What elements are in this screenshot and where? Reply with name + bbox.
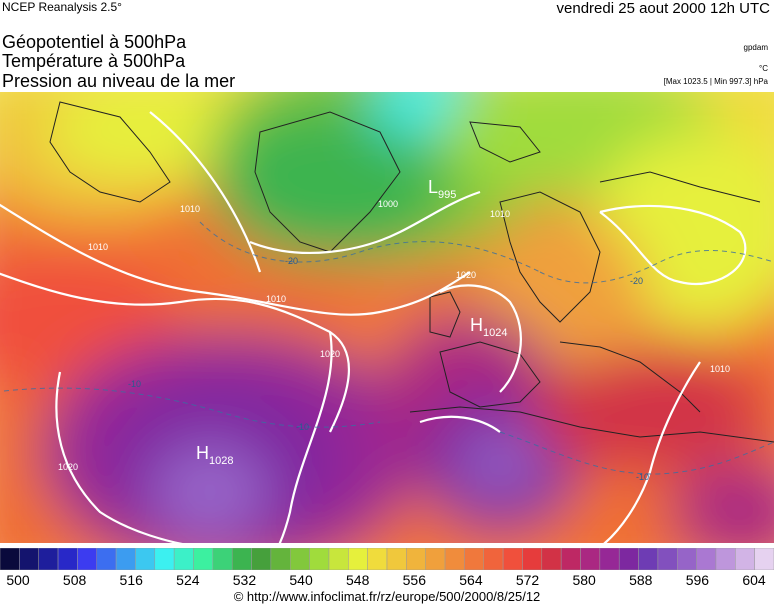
footer-source-url: © http://www.infoclimat.fr/rz/europe/500…	[233, 589, 541, 604]
colorbar-swatch	[657, 547, 678, 571]
colorbar-swatch	[38, 547, 59, 571]
high-pressure-center-europe: H1024	[470, 315, 507, 339]
low-pressure-center: L995	[428, 177, 456, 201]
colorbar-tick-label: 516	[119, 572, 143, 588]
isotherm-labels: -20 -20 -10 -10 -10	[128, 256, 649, 482]
colorbar-swatch	[696, 547, 717, 571]
colorbar-swatch	[502, 547, 523, 571]
colorbar-swatch	[599, 547, 620, 571]
colorbar-swatch	[715, 547, 736, 571]
isotherms	[0, 221, 774, 475]
coastlines	[49, 101, 774, 443]
title-temperature: Température à 500hPa	[2, 51, 186, 71]
colorbar-tick-label: 548	[346, 572, 370, 588]
colorbar-swatch	[677, 547, 697, 571]
colorbar-swatch	[580, 547, 601, 571]
source-label: NCEP Reanalysis 2.5°	[2, 0, 122, 14]
colorbar-swatch	[212, 547, 233, 571]
isobar-labels: 1000 1010 1010 1010 1010 1020 1020 1020 …	[58, 199, 730, 472]
colorbar-swatch	[483, 547, 504, 571]
geopotential-field	[0, 92, 774, 543]
colorbar-swatch	[560, 547, 581, 571]
colorbar-tick-label: 572	[515, 572, 540, 588]
colorbar-swatch	[754, 547, 774, 571]
colorbar-swatch	[638, 547, 659, 571]
map-canvas: L995 H1024 H1028 1000 1010 1010 1010 101…	[0, 92, 774, 543]
isobar-label: 1010	[88, 242, 108, 252]
colorbar-swatch	[444, 547, 465, 571]
colorbar-swatch	[173, 547, 194, 571]
colorbar-swatch	[386, 547, 407, 571]
colorbar-ticks: 500 508 516 524 532 540 548 556 564 572 580 588 596 6…	[0, 572, 774, 588]
weather-map[interactable]: L995 H1024 H1028 1000 1010 1010 1010 101…	[0, 92, 774, 543]
colorbar	[0, 547, 774, 571]
colorbar-swatch	[0, 547, 20, 571]
unit-pressure-range: [Max 1023.5 | Min 997.3] hPa	[663, 77, 768, 86]
isotherm-label: -10	[128, 379, 141, 389]
pressure-center-markers: L995 H1024 H1028	[196, 177, 507, 467]
colorbar-swatch	[135, 547, 156, 571]
colorbar-swatch	[270, 547, 291, 571]
isobar-label: 1010	[266, 294, 286, 304]
colorbar-swatch	[96, 547, 117, 571]
colorbar-tick-label: 524	[176, 572, 200, 588]
colorbar-swatch	[309, 547, 330, 571]
isotherm-label: -20	[630, 276, 643, 286]
isobar-label: 1000	[378, 199, 398, 209]
colorbar-swatch	[328, 547, 349, 571]
colorbar-tick-label: 564	[459, 572, 483, 588]
colorbar-swatch	[618, 547, 639, 571]
colorbar-swatch	[115, 547, 136, 571]
unit-temperature: °C	[759, 64, 768, 73]
colorbar-swatch	[290, 547, 310, 571]
colorbar-swatch	[464, 547, 484, 571]
colorbar-swatch	[348, 547, 368, 571]
date-label: vendredi 25 aout 2000 12h UTC	[556, 0, 770, 17]
colorbar-swatches	[0, 547, 774, 571]
colorbar-tick-label: 532	[232, 572, 257, 588]
title-geopotential: Géopotentiel à 500hPa	[2, 32, 187, 52]
isobar-label: 1020	[456, 270, 476, 280]
colorbar-swatch	[735, 547, 755, 571]
colorbar-tick-label: 540	[289, 572, 313, 588]
colorbar-tick-label: 604	[742, 572, 766, 588]
colorbar-swatch	[425, 547, 446, 571]
unit-geopotential: gpdam	[743, 43, 768, 52]
colorbar-swatch	[251, 547, 272, 571]
colorbar-swatch	[367, 547, 388, 571]
colorbar-swatch	[522, 547, 543, 571]
isobars	[0, 111, 747, 543]
isobar-label: 1020	[58, 462, 78, 472]
colorbar-swatch	[193, 547, 214, 571]
colorbar-tick-label: 580	[572, 572, 596, 588]
colorbar-swatch	[57, 547, 78, 571]
isobar-label: 1010	[490, 209, 510, 219]
colorbar-swatch	[541, 547, 562, 571]
colorbar-swatch	[231, 547, 252, 571]
isotherm-label: -10	[636, 472, 649, 482]
isobar-label: 1010	[710, 364, 730, 374]
colorbar-swatch	[19, 547, 39, 571]
isotherm-label: -10	[296, 422, 309, 432]
colorbar-tick-label: 500	[6, 572, 30, 588]
colorbar-tick-label: 508	[62, 572, 87, 588]
colorbar-swatch	[406, 547, 426, 571]
high-pressure-center-atlantic: H1028	[196, 443, 233, 467]
colorbar-tick-label: 556	[402, 572, 426, 588]
isotherm-label: -20	[285, 256, 298, 266]
colorbar-tick-label: 588	[629, 572, 653, 588]
colorbar-swatch	[77, 547, 98, 571]
colorbar-swatch	[154, 547, 175, 571]
isobar-label: 1020	[320, 349, 340, 359]
colorbar-tick-label: 596	[685, 572, 710, 588]
isobar-label: 1010	[180, 204, 200, 214]
title-pressure: Pression au niveau de la mer	[2, 71, 236, 91]
